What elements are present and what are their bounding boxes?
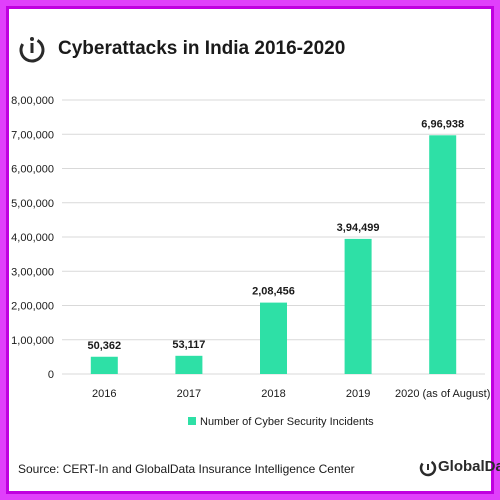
x-tick-label: 2018	[261, 388, 285, 400]
data-label: 53,117	[172, 339, 205, 351]
y-tick-label: 6,00,000	[11, 164, 54, 176]
x-tick-label: 2019	[346, 388, 370, 400]
bar	[260, 302, 287, 374]
bar	[344, 238, 372, 374]
bar	[429, 135, 457, 374]
legend-label: Number of Cyber Security Incidents	[200, 416, 374, 428]
y-tick-label: 5,00,000	[11, 198, 54, 210]
data-label: 2,08,456	[252, 286, 295, 298]
bar	[90, 356, 118, 374]
data-label: 6,96,938	[421, 118, 464, 130]
y-tick-label: 8,00,000	[11, 95, 54, 107]
x-tick-label: 2016	[92, 388, 116, 400]
legend-swatch	[188, 417, 196, 425]
x-tick-label: 2020 (as of August)	[395, 388, 490, 400]
x-tick-label: 2017	[177, 388, 201, 400]
inner-frame	[6, 6, 494, 494]
y-tick-label: 3,00,000	[11, 266, 54, 278]
data-label: 50,362	[87, 340, 121, 352]
bar-chart: 0 1,00,000 2,00,000 3,00,000 4,00,000 5,00,00…	[11, 95, 490, 428]
y-tick-label: 2,00,000	[11, 301, 54, 313]
source-note: Source: CERT-In and GlobalData Insurance…	[18, 462, 355, 476]
chart-header: Cyberattacks in India 2016-2020	[18, 30, 478, 70]
y-tick-label: 7,00,000	[11, 129, 54, 141]
y-tick-label: 0	[48, 369, 54, 381]
globaldata-logo-icon	[419, 459, 437, 477]
globaldata-ring-icon	[19, 37, 45, 63]
data-label: 3,94,499	[337, 222, 380, 234]
y-tick-label: 4,00,000	[11, 232, 54, 244]
brand-logo: GlobalData	[418, 452, 500, 484]
y-tick-label: 1,00,000	[11, 335, 54, 347]
brand-name: GlobalData	[438, 458, 500, 475]
bar	[175, 355, 203, 374]
chart-title: Cyberattacks in India 2016-2020	[58, 38, 346, 59]
